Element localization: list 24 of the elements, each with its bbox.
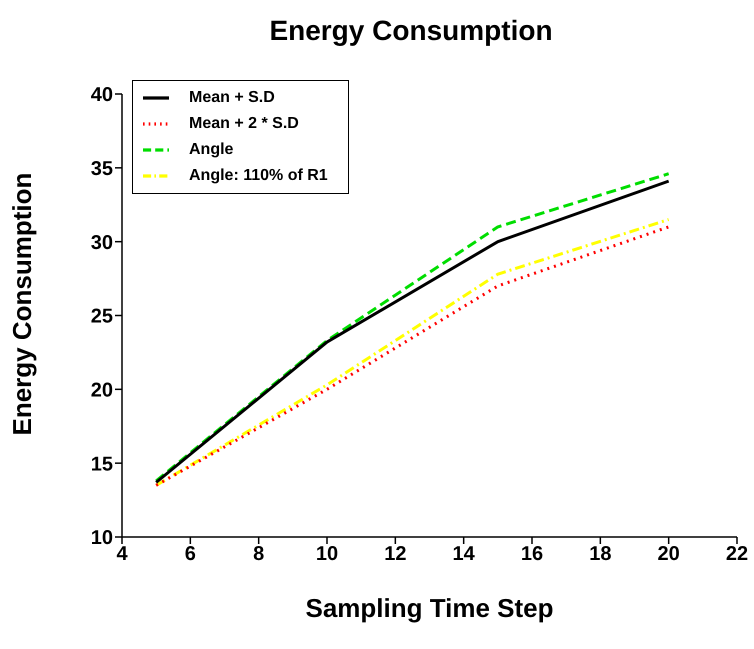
x-tick-label: 14: [452, 543, 476, 566]
x-axis-title: Sampling Time Step: [305, 593, 554, 623]
x-tick-label: 20: [658, 543, 680, 566]
legend-label: Mean + 2 * S.D: [189, 115, 299, 132]
y-tick-label: 20: [90, 379, 113, 402]
x-tick-label: 12: [384, 543, 406, 566]
x-tick-label: 18: [589, 543, 612, 566]
y-tick-label: 15: [90, 453, 113, 476]
legend-label: Angle: 110% of R1: [189, 167, 328, 184]
y-tick-label: 10: [90, 527, 113, 550]
x-tick-label: 22: [726, 543, 748, 566]
legend-label: Mean + S.D: [189, 89, 275, 106]
y-tick-label: 35: [90, 158, 113, 180]
x-tick-label: 6: [184, 543, 196, 566]
chart-title: Energy Consumption: [268, 14, 554, 48]
x-tick-label: 8: [253, 543, 264, 566]
y-tick-label: 25: [90, 306, 113, 328]
y-tick-label: 40: [90, 84, 113, 106]
x-tick-label: 16: [520, 543, 544, 566]
legend-label: Angle: [189, 141, 234, 158]
y-tick-label: 30: [90, 232, 113, 254]
x-tick-label: 10: [316, 543, 338, 566]
y-axis-title: Energy Consumption: [7, 172, 38, 436]
x-tick-label: 4: [116, 543, 128, 566]
